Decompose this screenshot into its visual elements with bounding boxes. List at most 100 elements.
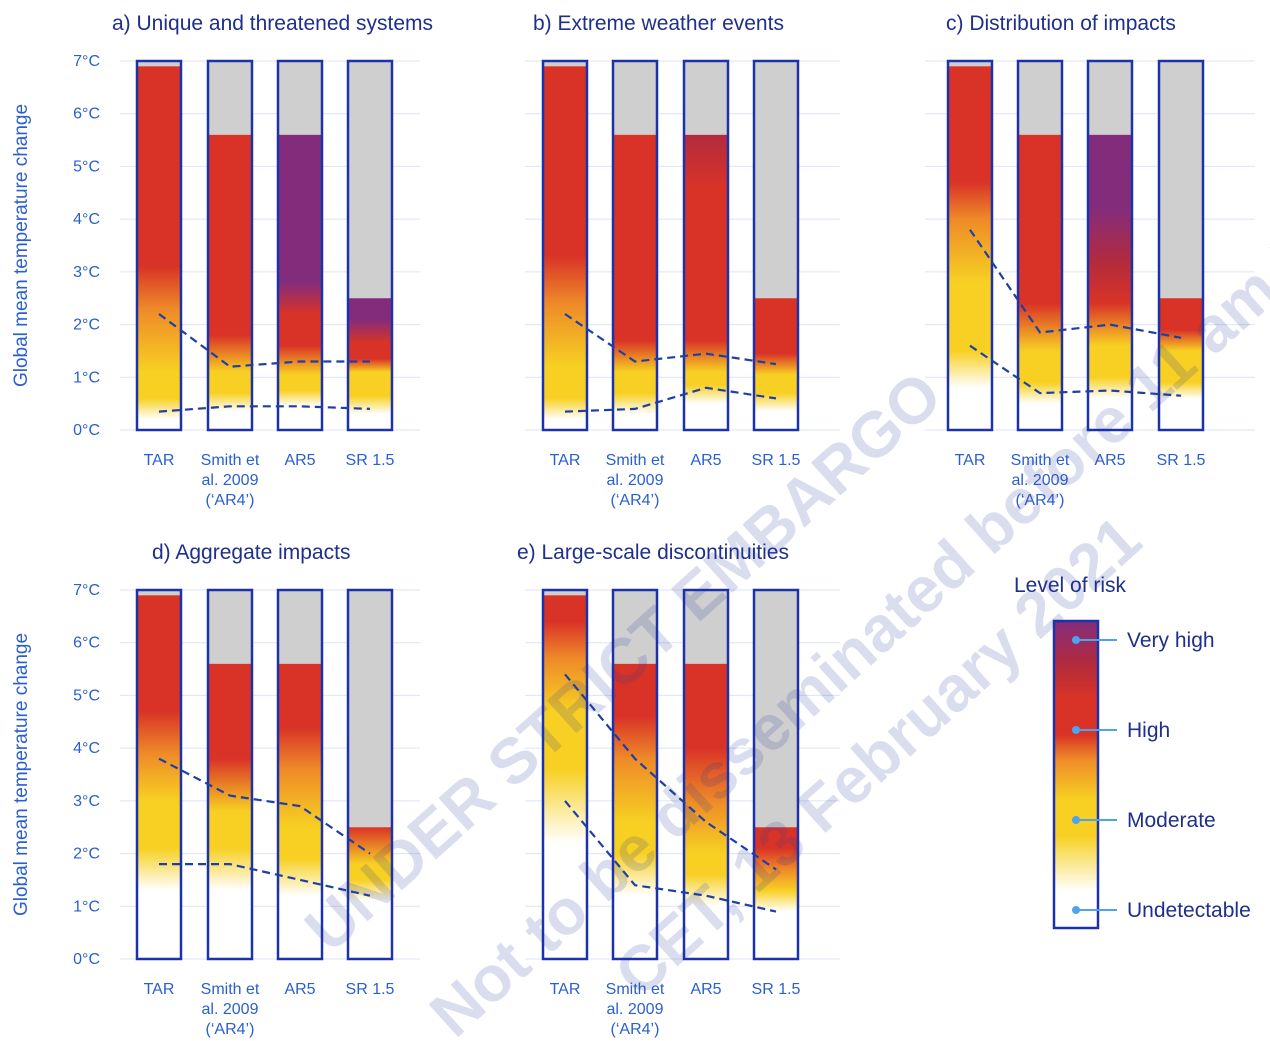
bar-risk-fill — [348, 298, 392, 430]
legend-dot-high — [1072, 726, 1080, 734]
category-label: SR 1.5 — [752, 981, 801, 998]
bar-frame — [611, 59, 659, 432]
bar-gray-top — [1018, 61, 1062, 135]
bar-frame — [752, 59, 800, 432]
lower-line-dashed — [564, 800, 777, 913]
panel-b: b) Extreme weather events TAR Smith et al. … — [525, 12, 840, 509]
lower-line-dashed — [159, 862, 371, 897]
category-label: Smith et — [201, 452, 260, 469]
bar-frame — [276, 59, 324, 432]
bar-frame — [135, 588, 183, 961]
legend-label-undetectable: Undetectable — [1127, 899, 1251, 922]
panels: a) Unique and threatened systems 0°C 1°C 2°… — [11, 12, 1255, 1038]
category-label: SR 1.5 — [346, 981, 395, 998]
legend-label-high: High — [1127, 719, 1170, 742]
category-label: TAR — [144, 452, 175, 469]
bar-frame — [346, 59, 394, 432]
category-label: (‘AR4’) — [206, 492, 255, 509]
panel-c: c) Distribution of impacts TAR Smith et al.… — [925, 12, 1255, 509]
bar-gray-top — [137, 61, 181, 67]
category-label: (‘AR4’) — [1016, 492, 1065, 509]
bar-gray-top — [137, 590, 181, 596]
bar-risk-fill — [613, 134, 657, 431]
bar-frame — [135, 59, 183, 432]
category-label: TAR — [955, 452, 986, 469]
y-tick-label: 7°C — [73, 582, 100, 599]
y-tick-label: 3°C — [73, 793, 100, 810]
bar-gray-top — [613, 61, 657, 135]
bar-risk-fill — [278, 134, 322, 431]
bar-frame — [682, 588, 730, 961]
bar-risk-fill — [613, 663, 657, 959]
category-label: Smith et — [201, 981, 260, 998]
bar-risk-fill — [684, 663, 728, 959]
category-label: SR 1.5 — [752, 452, 801, 469]
category-label: (‘AR4’) — [611, 492, 660, 509]
bar-frame — [541, 59, 589, 432]
y-axis-label: Global mean temperature change — [11, 104, 32, 387]
y-tick-label: 4°C — [73, 740, 100, 757]
category-label: al. 2009 — [607, 1001, 664, 1018]
bar-risk-fill — [543, 66, 587, 431]
bar-frame — [541, 588, 589, 961]
y-tick-label: 0°C — [73, 951, 100, 968]
y-tick-label: 6°C — [73, 106, 100, 123]
bar-frame — [346, 588, 394, 961]
upper-line-dashed — [969, 229, 1182, 339]
bar-frame — [611, 588, 659, 961]
bar-risk-fill — [278, 663, 322, 959]
y-axis-label: Global mean temperature change — [11, 633, 32, 916]
y-tick-label: 5°C — [73, 158, 100, 175]
y-tick-label: 4°C — [73, 211, 100, 228]
category-label: AR5 — [284, 981, 315, 998]
category-label: al. 2009 — [607, 472, 664, 489]
panel-a: a) Unique and threatened systems 0°C 1°C 2°… — [11, 12, 433, 509]
bar-gray-top — [208, 590, 252, 664]
y-tick-label: 2°C — [73, 317, 100, 334]
bar-risk-fill — [1018, 134, 1062, 431]
bar-frame — [1157, 59, 1205, 432]
bar-gray-top — [754, 590, 798, 828]
lower-line-dashed — [158, 405, 371, 413]
y-tick-label: 7°C — [73, 53, 100, 70]
bar-risk-fill — [754, 827, 798, 959]
panel-title: c) Distribution of impacts — [946, 12, 1176, 35]
category-label: AR5 — [690, 981, 721, 998]
bar-frame — [206, 588, 254, 961]
category-label: Smith et — [1011, 452, 1070, 469]
category-label: Smith et — [606, 981, 665, 998]
bar-risk-fill — [137, 595, 181, 959]
panel-title: a) Unique and threatened systems — [112, 12, 433, 35]
upper-line-dashed — [564, 313, 777, 366]
y-tick-label: 1°C — [73, 369, 100, 386]
lower-line-dashed — [564, 386, 777, 413]
legend-dot-undetectable — [1072, 906, 1080, 914]
bar-frame — [946, 59, 994, 432]
bar-gray-top — [348, 590, 392, 828]
panel-e: e) Large-scale discontinuities TAR Smith e… — [517, 541, 840, 1038]
bar-gray-top — [348, 61, 392, 299]
category-label: al. 2009 — [202, 472, 259, 489]
bar-gray-top — [684, 61, 728, 135]
category-label: SR 1.5 — [1157, 452, 1206, 469]
panel-d: d) Aggregate impacts 0°C 1°C 2°C 3°C 4°C 5°C 6°… — [11, 541, 420, 1038]
bar-gray-top — [948, 61, 992, 67]
bar-risk-fill — [948, 66, 992, 431]
category-label: (‘AR4’) — [206, 1021, 255, 1038]
bar-gray-top — [613, 590, 657, 664]
bar-gray-top — [543, 61, 587, 67]
y-tick-label: 0°C — [73, 422, 100, 439]
legend-label-very-high: Very high — [1127, 629, 1215, 652]
bar-risk-fill — [137, 66, 181, 431]
y-tick-label: 5°C — [73, 687, 100, 704]
bar-frame — [276, 588, 324, 961]
bar-gray-top — [208, 61, 252, 135]
category-label: AR5 — [690, 452, 721, 469]
bar-gray-top — [278, 590, 322, 664]
bar-gray-top — [543, 590, 587, 596]
category-label: TAR — [550, 452, 581, 469]
upper-line-dashed — [564, 673, 777, 871]
panel-title: b) Extreme weather events — [533, 12, 784, 35]
legend: Level of risk Very high High Moderate Un… — [1014, 574, 1251, 930]
